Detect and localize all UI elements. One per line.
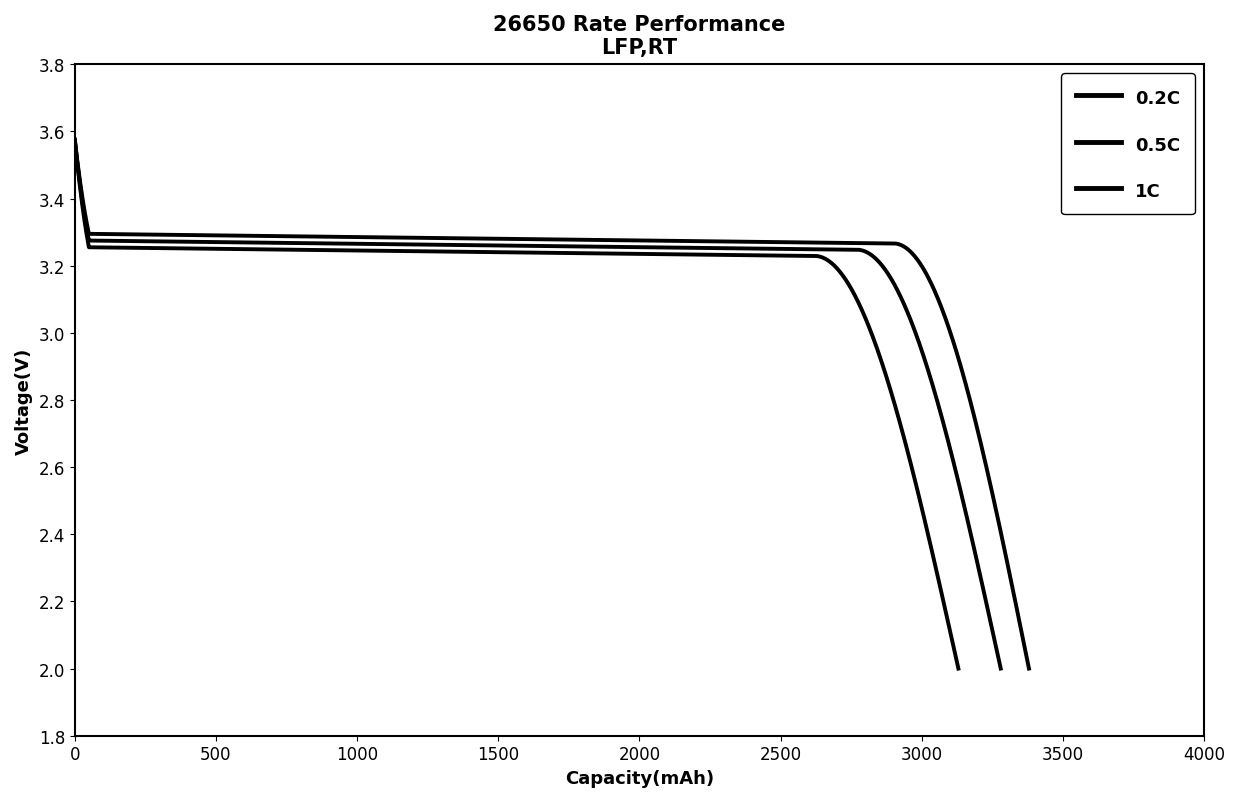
Title: 26650 Rate Performance
LFP,RT: 26650 Rate Performance LFP,RT <box>494 15 786 58</box>
Y-axis label: Voltage(V): Voltage(V) <box>15 347 33 454</box>
X-axis label: Capacity(mAh): Capacity(mAh) <box>565 769 714 787</box>
Legend: 0.2C, 0.5C, 1C: 0.2C, 0.5C, 1C <box>1061 75 1195 215</box>
